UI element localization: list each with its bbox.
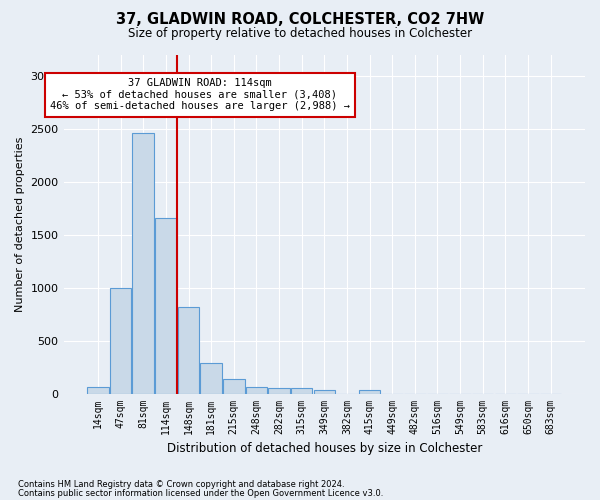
Bar xyxy=(359,390,380,394)
Bar xyxy=(178,307,199,394)
X-axis label: Distribution of detached houses by size in Colchester: Distribution of detached houses by size … xyxy=(167,442,482,455)
Bar xyxy=(87,386,109,394)
Bar xyxy=(223,378,245,394)
Bar xyxy=(155,218,176,394)
Text: 37, GLADWIN ROAD, COLCHESTER, CO2 7HW: 37, GLADWIN ROAD, COLCHESTER, CO2 7HW xyxy=(116,12,484,28)
Bar xyxy=(314,390,335,394)
Bar xyxy=(110,288,131,394)
Text: Size of property relative to detached houses in Colchester: Size of property relative to detached ho… xyxy=(128,28,472,40)
Bar xyxy=(133,134,154,394)
Text: Contains HM Land Registry data © Crown copyright and database right 2024.: Contains HM Land Registry data © Crown c… xyxy=(18,480,344,489)
Bar xyxy=(200,363,222,394)
Y-axis label: Number of detached properties: Number of detached properties xyxy=(15,136,25,312)
Text: Contains public sector information licensed under the Open Government Licence v3: Contains public sector information licen… xyxy=(18,488,383,498)
Bar xyxy=(245,387,267,394)
Bar xyxy=(291,388,313,394)
Bar xyxy=(268,388,290,394)
Text: 37 GLADWIN ROAD: 114sqm
← 53% of detached houses are smaller (3,408)
46% of semi: 37 GLADWIN ROAD: 114sqm ← 53% of detache… xyxy=(50,78,350,112)
